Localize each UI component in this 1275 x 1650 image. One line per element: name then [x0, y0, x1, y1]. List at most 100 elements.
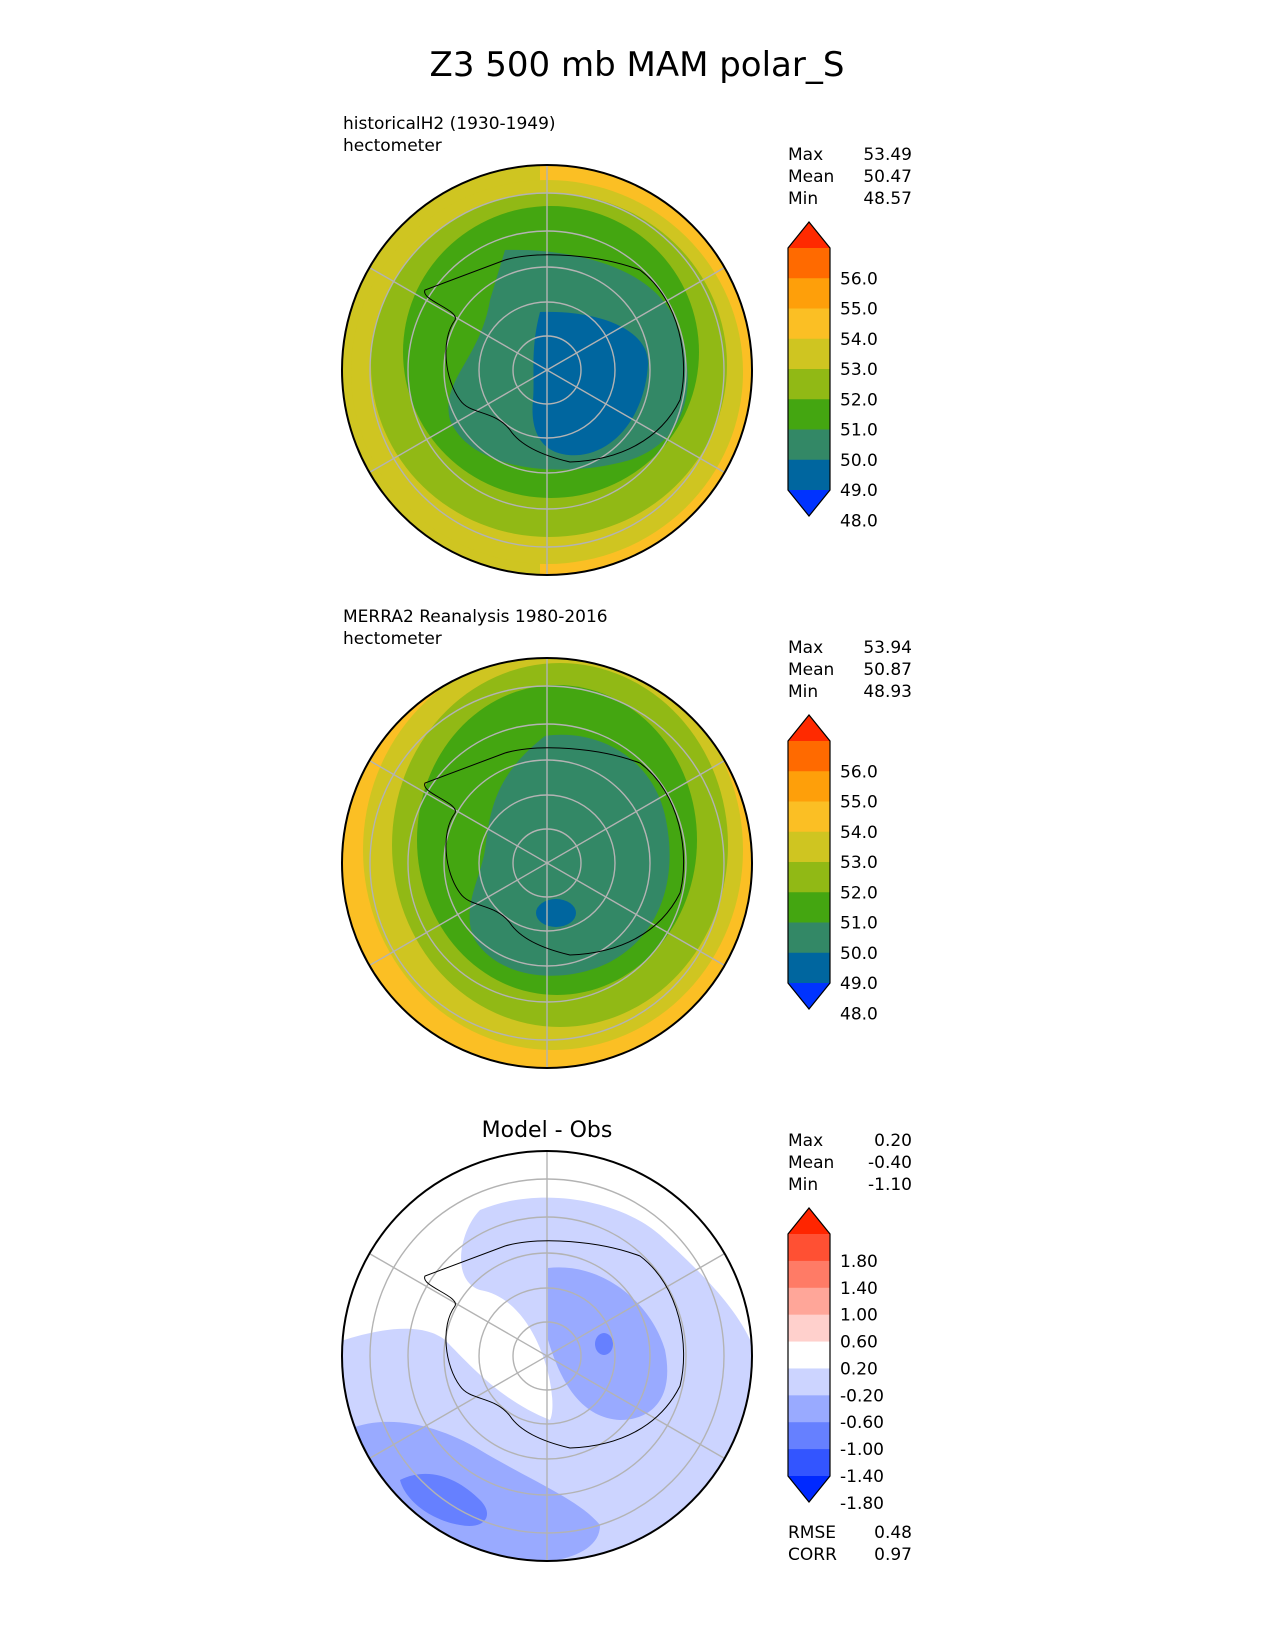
- colorbar-segment: [788, 1368, 830, 1396]
- colorbar-tick-label: -0.60: [840, 1413, 884, 1433]
- stat-min-label: Min: [788, 1175, 818, 1195]
- colorbar-extend-max: [788, 715, 830, 741]
- colorbar-tick-label: 54.0: [840, 330, 878, 350]
- map-gridlines: [364, 1151, 730, 1561]
- colorbar-tick-label: 54.0: [840, 823, 878, 843]
- colorbar-segment: [788, 1287, 830, 1316]
- colorbar-segment: [788, 1422, 830, 1450]
- colorbar-segment: [788, 801, 830, 833]
- colorbar-segment: [788, 1314, 830, 1343]
- colorbar-tick-label: 53.0: [840, 853, 878, 873]
- colorbar-tick-label: 0.20: [840, 1359, 878, 1379]
- map-fill-neg100-b: [595, 1333, 613, 1355]
- stat-min-value: 48.93: [863, 682, 912, 702]
- colorbar-outline: [787, 221, 831, 517]
- colorbar-segment: [788, 429, 830, 461]
- colorbar-segment: [788, 1341, 830, 1369]
- colorbar-tick-label: 51.0: [840, 914, 878, 934]
- metric-corr-label: CORR: [788, 1545, 837, 1565]
- colorbar-tick-label: 53.0: [840, 360, 878, 380]
- colorbar-tick-label: 1.00: [840, 1306, 878, 1326]
- colorbar-segment: [788, 952, 830, 984]
- stat-max-value: 0.20: [874, 1131, 912, 1151]
- colorbar-segment: [788, 399, 830, 430]
- colorbar-segment: [788, 831, 830, 863]
- stat-mean-value: -0.40: [868, 1153, 912, 1173]
- panel-diff-map: [342, 1151, 752, 1561]
- map-fill-49: [536, 899, 576, 927]
- colorbar-extend-min: [788, 490, 830, 516]
- colorbar-tick-label: 50.0: [840, 944, 878, 964]
- colorbar-segment: [788, 892, 830, 923]
- colorbar-tick-label: 49.0: [840, 481, 878, 501]
- panel-obs-title: MERRA2 Reanalysis 1980-2016: [343, 607, 608, 627]
- stat-mean-value: 50.47: [863, 167, 912, 187]
- colorbar-segment: [788, 459, 830, 491]
- colorbar-tick-label: -1.40: [840, 1467, 884, 1487]
- colorbar-segment: [788, 862, 830, 893]
- stat-mean-label: Mean: [788, 167, 834, 187]
- colorbar: 1.80 1.40 1.00 0.60 0.20 -0.20 -0.60 -1.00 -1.40…: [787, 1207, 884, 1514]
- colorbar-segment: [788, 1449, 830, 1477]
- colorbar-tick-label: 52.0: [840, 390, 878, 410]
- colorbar-segment: [788, 338, 830, 370]
- colorbar-tick-label: 55.0: [840, 793, 878, 813]
- colorbar-tick-label: 51.0: [840, 421, 878, 441]
- stat-mean-label: Mean: [788, 660, 834, 680]
- colorbar: 56.0 55.0 54.0 53.0 52.0 51.0 50.0 49.0 48.0: [787, 221, 878, 531]
- map-boundary: [341, 1150, 753, 1562]
- stat-max-label: Max: [788, 638, 823, 658]
- map-fill-49: [532, 311, 649, 456]
- colorbar-segment: [788, 1260, 830, 1289]
- colorbar: 56.0 55.0 54.0 53.0 52.0 51.0 50.0 49.0 48.0: [787, 714, 878, 1024]
- colorbar-tick-label: 48.0: [840, 511, 878, 531]
- stat-min-value: -1.10: [868, 1175, 912, 1195]
- panel-model: historicalH2 (1930-1949) hectometer Max …: [341, 114, 912, 576]
- panel-diff-title: Model - Obs: [482, 1118, 613, 1143]
- colorbar-tick-label: 52.0: [840, 883, 878, 903]
- map-gridlines: [364, 165, 730, 575]
- colorbar-tick-label: -0.20: [840, 1386, 884, 1406]
- map-boundary: [341, 164, 753, 576]
- colorbar-segment: [788, 922, 830, 954]
- map-boundary: [341, 657, 753, 1069]
- panel-model-map: [342, 165, 752, 575]
- colorbar-segment: [788, 771, 830, 802]
- colorbar-segment: [788, 278, 830, 309]
- colorbar-tick-label: 48.0: [840, 1004, 878, 1024]
- colorbar-tick-label: 1.40: [840, 1279, 878, 1299]
- colorbar-tick-label: 50.0: [840, 451, 878, 471]
- colorbar-outline: [787, 714, 831, 1010]
- panel-model-units: hectometer: [343, 136, 442, 156]
- stat-min-label: Min: [788, 189, 818, 209]
- stat-max-label: Max: [788, 145, 823, 165]
- colorbar-extend-max: [788, 222, 830, 248]
- stat-min-label: Min: [788, 682, 818, 702]
- stat-min-value: 48.57: [863, 189, 912, 209]
- metric-corr-value: 0.97: [874, 1545, 912, 1565]
- panel-obs-map: [342, 658, 752, 1068]
- colorbar-tick-label: 56.0: [840, 762, 878, 782]
- coastline: [424, 254, 685, 463]
- stat-max-value: 53.49: [863, 145, 912, 165]
- coastline: [424, 1240, 685, 1449]
- colorbar-extend-min: [788, 1476, 830, 1502]
- colorbar-tick-label: 1.80: [840, 1252, 878, 1272]
- coastline: [424, 747, 685, 956]
- map-gridlines: [364, 658, 730, 1068]
- colorbar-tick-label: 55.0: [840, 300, 878, 320]
- metric-rmse-value: 0.48: [874, 1523, 912, 1543]
- figure-title: Z3 500 mb MAM polar_S: [430, 45, 845, 85]
- colorbar-segment: [788, 369, 830, 400]
- stat-max-value: 53.94: [863, 638, 912, 658]
- map-fill-50: [469, 734, 670, 976]
- colorbar-tick-label: -1.00: [840, 1440, 884, 1460]
- colorbar-tick-label: 0.60: [840, 1333, 878, 1353]
- stat-mean-value: 50.87: [863, 660, 912, 680]
- colorbar-segment: [788, 308, 830, 340]
- colorbar-tick-label: -1.80: [840, 1494, 884, 1514]
- colorbar-segment: [788, 1395, 830, 1423]
- colorbar-tick-label: 56.0: [840, 269, 878, 289]
- colorbar-segment: [788, 741, 830, 772]
